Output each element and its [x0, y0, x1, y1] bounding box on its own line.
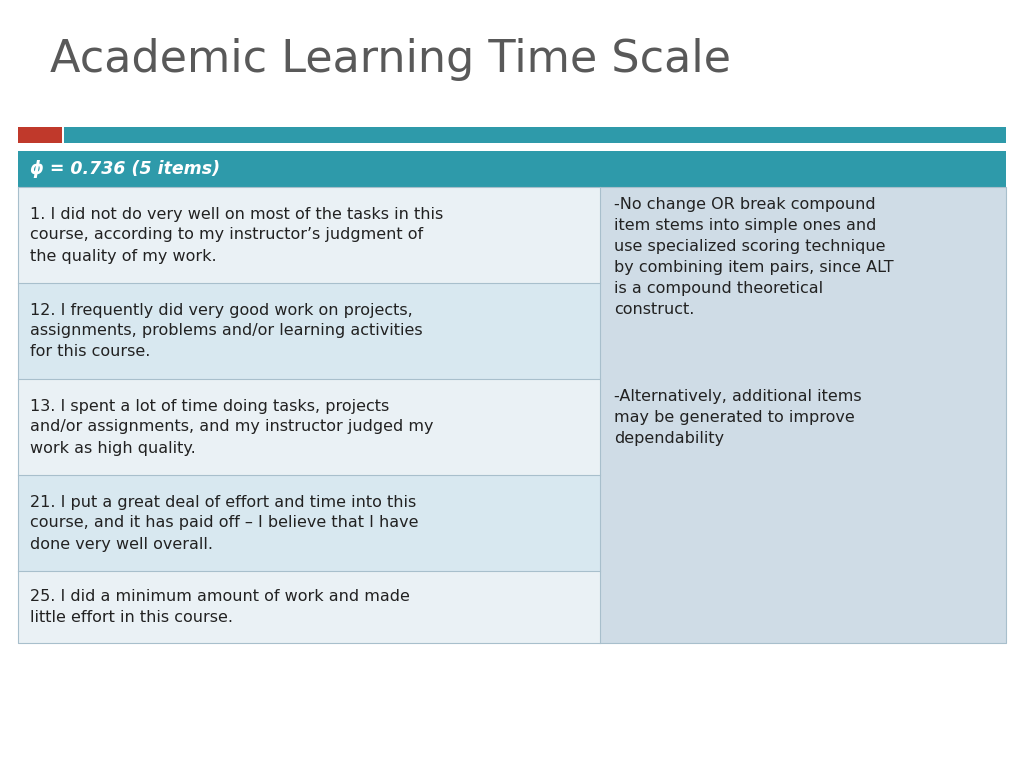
Text: 21. I put a great deal of effort and time into this
course, and it has paid off : 21. I put a great deal of effort and tim… — [30, 495, 419, 551]
Bar — [18, 151, 1006, 187]
Bar — [18, 283, 600, 379]
Bar — [18, 187, 600, 283]
Bar — [18, 379, 600, 475]
Bar — [600, 571, 1006, 643]
Bar — [600, 475, 1006, 571]
Text: ϕ = 0.736 (5 items): ϕ = 0.736 (5 items) — [30, 160, 220, 178]
Bar — [600, 283, 1006, 379]
Bar — [18, 127, 62, 143]
Bar — [63, 127, 1006, 143]
Bar — [18, 475, 600, 571]
Bar — [600, 187, 1006, 283]
Text: 25. I did a minimum amount of work and made
little effort in this course.: 25. I did a minimum amount of work and m… — [30, 589, 410, 625]
Text: -No change OR break compound
item stems into simple ones and
use specialized sco: -No change OR break compound item stems … — [614, 197, 894, 317]
Text: 12. I frequently did very good work on projects,
assignments, problems and/or le: 12. I frequently did very good work on p… — [30, 303, 423, 359]
Text: 1. I did not do very well on most of the tasks in this
course, according to my i: 1. I did not do very well on most of the… — [30, 207, 443, 263]
Text: -Alternatively, additional items
may be generated to improve
dependability: -Alternatively, additional items may be … — [614, 389, 861, 446]
Text: 13. I spent a lot of time doing tasks, projects
and/or assignments, and my instr: 13. I spent a lot of time doing tasks, p… — [30, 399, 433, 455]
Text: Academic Learning Time Scale: Academic Learning Time Scale — [50, 38, 731, 81]
Bar — [600, 379, 1006, 475]
Bar — [18, 571, 600, 643]
